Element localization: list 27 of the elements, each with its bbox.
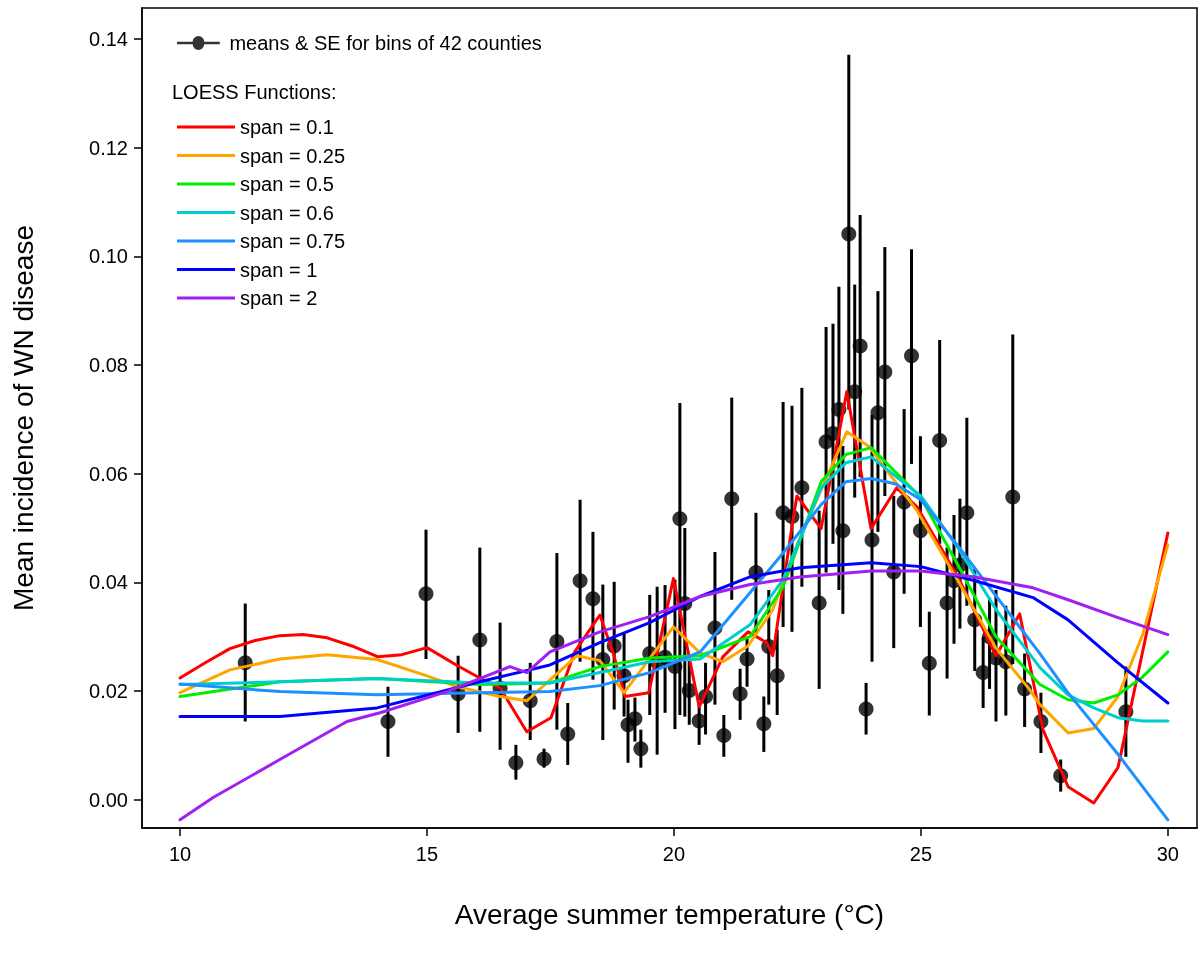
line-series bbox=[178, 561, 1170, 719]
x-tick-label: 30 bbox=[1156, 843, 1179, 865]
x-tick-label: 20 bbox=[662, 843, 686, 865]
y-tick-label: 0.02 bbox=[89, 680, 128, 703]
legend-title: LOESS Functions: bbox=[172, 81, 337, 103]
legend-label: span = 1 bbox=[240, 258, 318, 281]
legend-label: span = 0.25 bbox=[240, 144, 346, 167]
line-series bbox=[178, 477, 1170, 822]
y-tick-label: 0.04 bbox=[89, 571, 128, 594]
legend-label: means & SE for bins of 42 counties bbox=[229, 32, 542, 54]
legend-label: span = 2 bbox=[240, 287, 318, 309]
x-tick-label: 15 bbox=[415, 843, 439, 865]
line-series bbox=[178, 569, 1170, 822]
x-tick-label: 25 bbox=[909, 843, 933, 865]
y-tick-label: 0.06 bbox=[89, 462, 128, 485]
y-tick-label: 0.12 bbox=[89, 136, 128, 159]
legend-label: span = 0.75 bbox=[240, 230, 346, 252]
y-tick-label: 0.08 bbox=[89, 354, 128, 377]
legend-label: span = 0.1 bbox=[240, 116, 334, 138]
x-tick-label: 10 bbox=[168, 843, 192, 865]
y-tick-label: 0.10 bbox=[89, 245, 128, 268]
legend-label: span = 0.5 bbox=[240, 173, 334, 195]
y-tick-label: 0.14 bbox=[89, 27, 128, 50]
y-tick-label: 0.00 bbox=[89, 788, 128, 811]
x-axis-title: Average summer temperature (°C) bbox=[454, 898, 885, 930]
legend-label: span = 0.6 bbox=[240, 201, 334, 224]
y-axis-title: Mean incidence of WN disease bbox=[7, 225, 39, 611]
